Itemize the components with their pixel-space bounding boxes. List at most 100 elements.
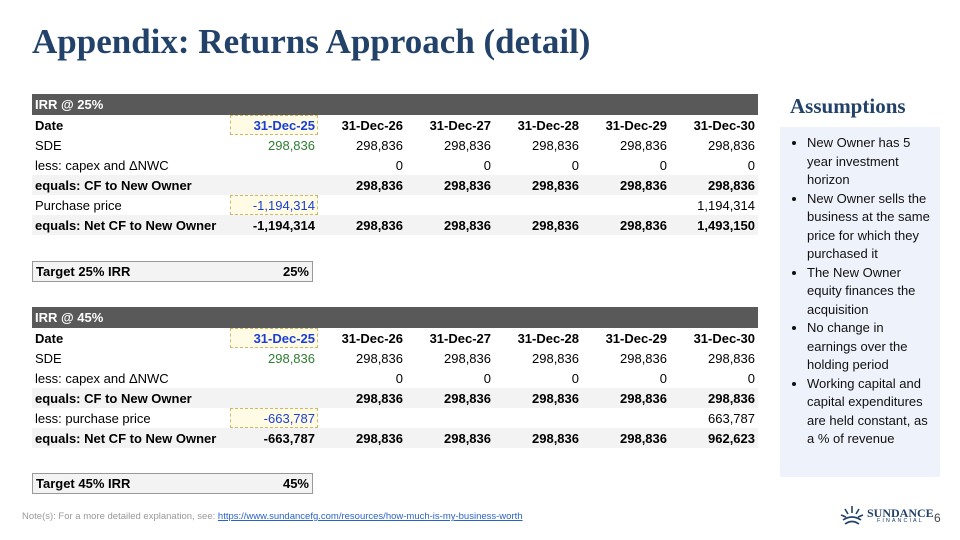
- target-box: Target 25% IRR 25%: [32, 261, 313, 282]
- cell: 1,493,150: [670, 215, 758, 235]
- cell: 31-Dec-25: [230, 115, 318, 135]
- row-label: less: capex and ΔNWC: [35, 157, 169, 173]
- table-row: less: capex and ΔNWC 0 0 0 0 0: [32, 155, 758, 175]
- cell: 298,836: [356, 137, 403, 153]
- title: Appendix: Returns Approach (detail): [32, 22, 591, 61]
- cell: [494, 195, 582, 215]
- row-label: SDE: [35, 350, 62, 366]
- cell: 298,836: [708, 350, 755, 366]
- cell: 31-Dec-29: [605, 117, 667, 133]
- page-number: 6: [934, 511, 941, 525]
- table-row: less: capex and ΔNWC 0 0 0 0 0: [32, 368, 758, 388]
- assumption-item: New Owner sells the business at the same…: [807, 190, 930, 264]
- cell: [230, 368, 318, 388]
- cell: 31-Dec-26: [341, 117, 403, 133]
- cell: 0: [395, 370, 403, 386]
- cell: 0: [483, 370, 491, 386]
- logo-icon: [840, 506, 864, 525]
- target-value: 45%: [282, 476, 309, 491]
- header-cell: IRR @ 25%: [32, 94, 758, 115]
- cell: [582, 408, 670, 428]
- row-label: less: capex and ΔNWC: [35, 370, 169, 386]
- table-row: equals: CF to New Owner 298,836 298,836 298…: [32, 175, 758, 195]
- logo: SUNDANCE FINANCIAL: [840, 504, 934, 528]
- cell: 298,836: [494, 175, 582, 195]
- row-label: Purchase price: [35, 197, 122, 213]
- cell: 31-Dec-28: [517, 117, 579, 133]
- row-label: Date: [35, 117, 64, 133]
- logo-name: SUNDANCE: [867, 506, 934, 521]
- cell: 298,836: [582, 388, 670, 408]
- cell: 298,836: [494, 215, 582, 235]
- cell: [230, 155, 318, 175]
- cell: 31-Dec-29: [605, 330, 667, 346]
- cell: 0: [659, 370, 667, 386]
- cell: 298,836: [318, 388, 406, 408]
- table-row: SDE 298,836 298,836 298,836 298,836 298,836 29…: [32, 348, 758, 368]
- target-label: Target 45% IRR: [36, 476, 131, 491]
- cell: 298,836: [494, 428, 582, 448]
- cell: 0: [571, 157, 579, 173]
- table-row: SDE 298,836 298,836 298,836 298,836 298,836 29…: [32, 135, 758, 155]
- row-label: equals: Net CF to New Owner: [32, 428, 230, 448]
- returns-table: IRR @ 25% Date 31-Dec-25 31-Dec-26 31-Dec-27…: [32, 94, 758, 235]
- target-value: 25%: [282, 264, 309, 279]
- assumptions-title: Assumptions: [790, 94, 906, 118]
- cell: 0: [395, 157, 403, 173]
- cell: 298,836: [268, 137, 315, 153]
- table-row: equals: CF to New Owner 298,836 298,836 298…: [32, 388, 758, 408]
- cell: 298,836: [318, 428, 406, 448]
- cell: [406, 408, 494, 428]
- assumptions-box: New Owner has 5 year investment horizonN…: [780, 127, 940, 477]
- assumption-item: The New Owner equity finances the acquis…: [807, 264, 930, 320]
- cell: -663,787: [230, 428, 318, 448]
- cell: 298,836: [620, 137, 667, 153]
- cell: 298,836: [356, 350, 403, 366]
- row-label: Date: [35, 330, 64, 346]
- cell: 298,836: [582, 428, 670, 448]
- cell: 31-Dec-25: [230, 328, 318, 348]
- cell: 0: [659, 157, 667, 173]
- row-label: equals: CF to New Owner: [32, 175, 230, 195]
- assumption-item: New Owner has 5 year investment horizon: [807, 134, 930, 190]
- cell: 0: [747, 370, 755, 386]
- cell: 31-Dec-27: [429, 117, 491, 133]
- cell: 31-Dec-26: [341, 330, 403, 346]
- footnote: Note(s): For a more detailed explanation…: [22, 511, 523, 522]
- cell: 31-Dec-30: [693, 117, 755, 133]
- cell: 298,836: [406, 428, 494, 448]
- assumptions-list: New Owner has 5 year investment horizonN…: [780, 127, 940, 449]
- assumption-item: Working capital and capital expenditures…: [807, 375, 930, 449]
- assumption-item: No change in earnings over the holding p…: [807, 319, 930, 375]
- cell: [582, 195, 670, 215]
- cell: 31-Dec-27: [429, 330, 491, 346]
- cell: 0: [483, 157, 491, 173]
- cell: 31-Dec-28: [517, 330, 579, 346]
- table-row: less: purchase price -663,787 663,787: [32, 408, 758, 428]
- table-row: Date 31-Dec-25 31-Dec-26 31-Dec-27 31-Dec-28…: [32, 115, 758, 135]
- cell: 962,623: [670, 428, 758, 448]
- logo-sub: FINANCIAL: [876, 518, 924, 525]
- cell: -663,787: [230, 408, 318, 428]
- cell: 298,836: [444, 350, 491, 366]
- cell: 298,836: [406, 215, 494, 235]
- cell: [230, 175, 318, 195]
- returns-table: IRR @ 45% Date 31-Dec-25 31-Dec-26 31-Dec-27…: [32, 307, 758, 448]
- cell: 298,836: [670, 175, 758, 195]
- footnote-link[interactable]: https://www.sundancefg.com/resources/how…: [217, 511, 523, 522]
- cell: -1,194,314: [230, 215, 318, 235]
- cell: 1,194,314: [697, 197, 755, 213]
- cell: 298,836: [444, 137, 491, 153]
- row-label: less: purchase price: [35, 410, 151, 426]
- target-label: Target 25% IRR: [36, 264, 131, 279]
- cell: 31-Dec-30: [693, 330, 755, 346]
- cell: 298,836: [532, 137, 579, 153]
- cell: 0: [747, 157, 755, 173]
- table-row: Date 31-Dec-25 31-Dec-26 31-Dec-27 31-Dec-28…: [32, 328, 758, 348]
- cell: 298,836: [708, 137, 755, 153]
- cell: 663,787: [708, 410, 755, 426]
- cell: [318, 408, 406, 428]
- cell: 298,836: [582, 215, 670, 235]
- cell: [318, 195, 406, 215]
